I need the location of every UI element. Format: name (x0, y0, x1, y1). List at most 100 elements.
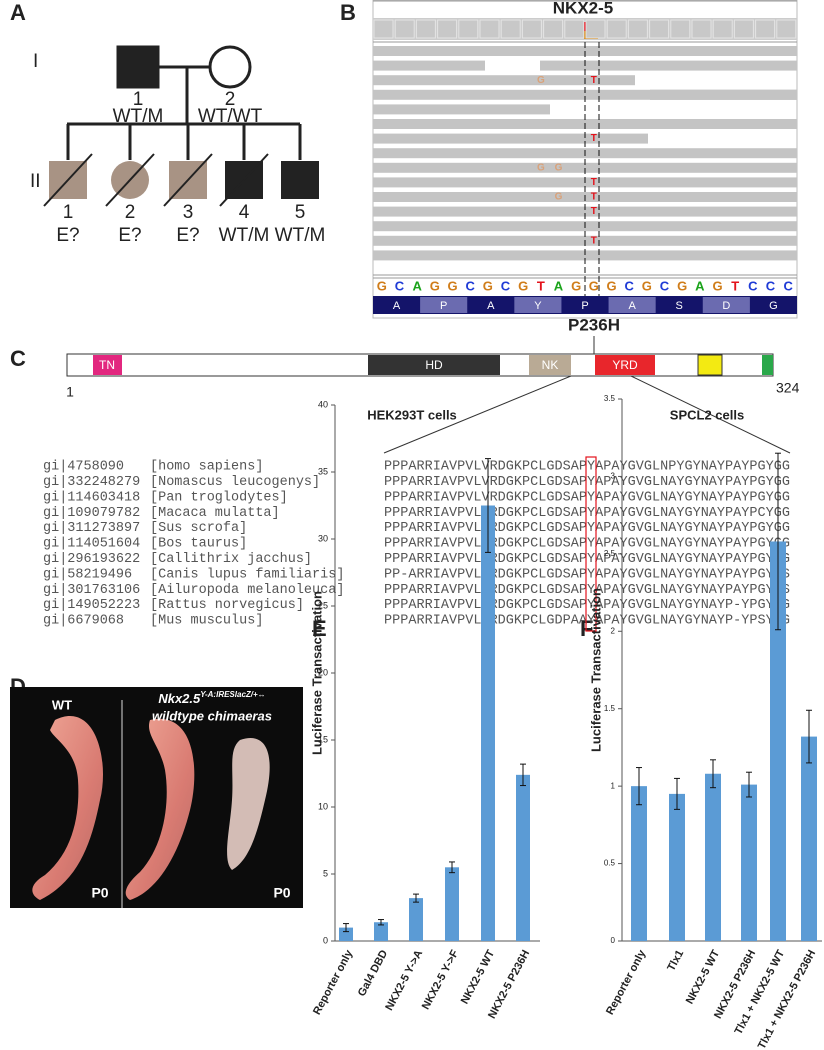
reference-base: G (518, 278, 528, 293)
photo-label: WT (52, 697, 72, 712)
coverage-bin (437, 19, 458, 39)
read (373, 104, 550, 115)
sequence: PPPARRIAVPVLVRDGKPCLGDSAPYAPAYGVGLNPYGYN… (384, 460, 790, 475)
domain-label: TN (99, 358, 115, 372)
x-tick-label: Tlx1 + NKX2-5 P236H (756, 948, 818, 1050)
mismatch-base: T (591, 75, 597, 86)
amino-acid: A (628, 300, 636, 312)
photo (10, 687, 303, 908)
bar (445, 867, 459, 941)
y-tick-label: 3.5 (604, 394, 616, 403)
sequence-id: gi|114051604 (43, 537, 140, 552)
reference-base: C (748, 278, 758, 293)
coverage-bin (521, 19, 542, 39)
sequence: PPPARRIAVPVLVRDGKPCLGDSAPYAPAYGVGLNAYGYN… (384, 583, 790, 598)
chart-title: HEK293T cells (367, 407, 457, 422)
heart (125, 718, 195, 900)
sequence-id: gi|332248279 (43, 475, 140, 490)
sequence: PPPARRIAVPVLVRDGKPCLGDSAPYAPAYGVGLNAYGYN… (384, 475, 790, 490)
photo-title: wildtype chimaeras (152, 708, 272, 723)
codon (420, 297, 468, 313)
reference-base: G (447, 278, 457, 293)
bar (741, 784, 757, 941)
arrow: ↔ (258, 690, 266, 699)
coverage-bin (479, 19, 500, 39)
translation-track (373, 296, 797, 314)
x-tick-label: Tlx1 (665, 948, 686, 973)
coverage-bin (649, 19, 670, 39)
y-tick-label: 15 (318, 734, 328, 744)
coverage-bin (585, 19, 606, 39)
read (373, 133, 648, 144)
sequence-id: gi|311273897 (43, 521, 140, 536)
amino-acid: P (581, 300, 588, 312)
x-tick-label: Gal4 DBD (356, 948, 390, 998)
genotype: WT/WT (198, 106, 263, 127)
species: [Sus scrofa] (150, 521, 247, 536)
protein-diagram (66, 336, 791, 454)
zoom-line (383, 375, 572, 454)
x-tick-label: NKX2-5 WT (459, 948, 498, 1006)
mismatch-base: G (537, 162, 545, 173)
x-tick-label: NKX2-5 WT (684, 948, 723, 1006)
domain-label: NK (542, 358, 559, 372)
reference-base: G (606, 278, 616, 293)
mismatch-base: T (591, 206, 597, 217)
y-tick-label: 0.5 (604, 859, 616, 868)
unaffected-female (208, 45, 252, 89)
read (373, 75, 635, 86)
y-tick-label: 40 (318, 399, 328, 409)
coverage-bin (394, 19, 415, 39)
y-tick-label: 2 (611, 626, 616, 635)
bar (339, 927, 353, 941)
mismatch-base: G (555, 192, 563, 203)
species: [Callithrix jacchus] (150, 552, 312, 567)
domain-label: HD (425, 358, 443, 372)
coverage-bin (627, 19, 648, 39)
domain (529, 355, 571, 375)
individual-number: 1 (63, 202, 74, 223)
panel-label: F (580, 616, 593, 641)
y-tick-label: 0 (323, 935, 328, 945)
reference-base: C (501, 278, 511, 293)
coverage-bin (543, 19, 564, 39)
species: [Canis lupus familiaris] (150, 567, 344, 582)
coverage-bin (691, 19, 712, 39)
coverage-bin (458, 19, 479, 39)
sequence-id: gi|149052223 (43, 598, 140, 613)
bar (374, 922, 388, 941)
coverage-bin (776, 19, 797, 39)
coverage-bin (755, 19, 776, 39)
zoom-line (630, 375, 791, 454)
coverage-bin (373, 19, 394, 39)
affected-male (116, 45, 160, 89)
read (373, 206, 797, 217)
y-tick-label: 20 (318, 667, 328, 677)
amino-acid: A (487, 300, 495, 312)
species: [Rattus norvegicus] (150, 598, 304, 613)
reference-base: G (712, 278, 722, 293)
reference-base: C (766, 278, 776, 293)
y-axis-label: Luciferase Transactivation (588, 588, 603, 752)
amino-acid: P (440, 300, 447, 312)
domain (697, 354, 723, 376)
species: [Nomascus leucogenys] (150, 475, 320, 490)
panel-label: B (340, 0, 356, 25)
species: [Pan troglodytes] (150, 490, 288, 505)
genotype: WT/M (275, 225, 326, 246)
stage-label: P0 (91, 885, 108, 901)
sequence-id: gi|6679068 (43, 614, 124, 629)
reference-base: T (731, 278, 739, 293)
y-tick-label: 1.5 (604, 704, 616, 713)
individual-number: 2 (225, 89, 236, 110)
start-label: 1 (66, 384, 74, 400)
x-tick-label: NKX2-5 Y->A (383, 948, 425, 1013)
coverage-bin (670, 19, 691, 39)
affected-male (281, 161, 319, 199)
coverage-bin (415, 19, 436, 39)
y-tick-label: 1 (611, 781, 616, 790)
stage-label: P0 (273, 885, 290, 901)
coverage-bin (733, 19, 754, 39)
mismatch-base: T (591, 235, 597, 246)
